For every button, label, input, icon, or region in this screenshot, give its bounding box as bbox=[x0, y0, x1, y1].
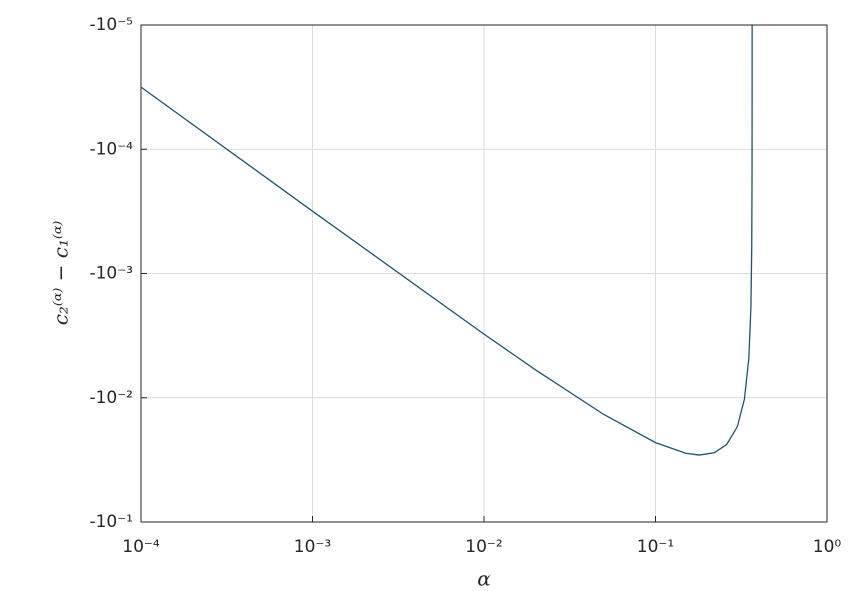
x-tick-label: 10⁰ bbox=[813, 537, 842, 557]
y-tick-label: -10⁻¹ bbox=[89, 512, 133, 532]
series-layer bbox=[141, 25, 753, 456]
y-tick-label: -10⁻³ bbox=[89, 264, 133, 284]
y-tick-label: -10⁻⁴ bbox=[89, 139, 133, 159]
y-tick-label: -10⁻⁵ bbox=[89, 15, 133, 35]
x-tick-label: 10⁻³ bbox=[294, 537, 331, 557]
data-line bbox=[141, 25, 753, 456]
y-tick-label: -10⁻² bbox=[89, 388, 133, 408]
x-tick-label: 10⁻⁴ bbox=[122, 537, 160, 557]
y-axis-label: c₂⁽ᵅ⁾ − c₁⁽ᵅ⁾ bbox=[49, 221, 73, 326]
x-tick-label: 10⁻² bbox=[465, 537, 502, 557]
x-tick-label: 10⁻¹ bbox=[637, 537, 674, 557]
x-axis-label: α bbox=[477, 567, 491, 591]
